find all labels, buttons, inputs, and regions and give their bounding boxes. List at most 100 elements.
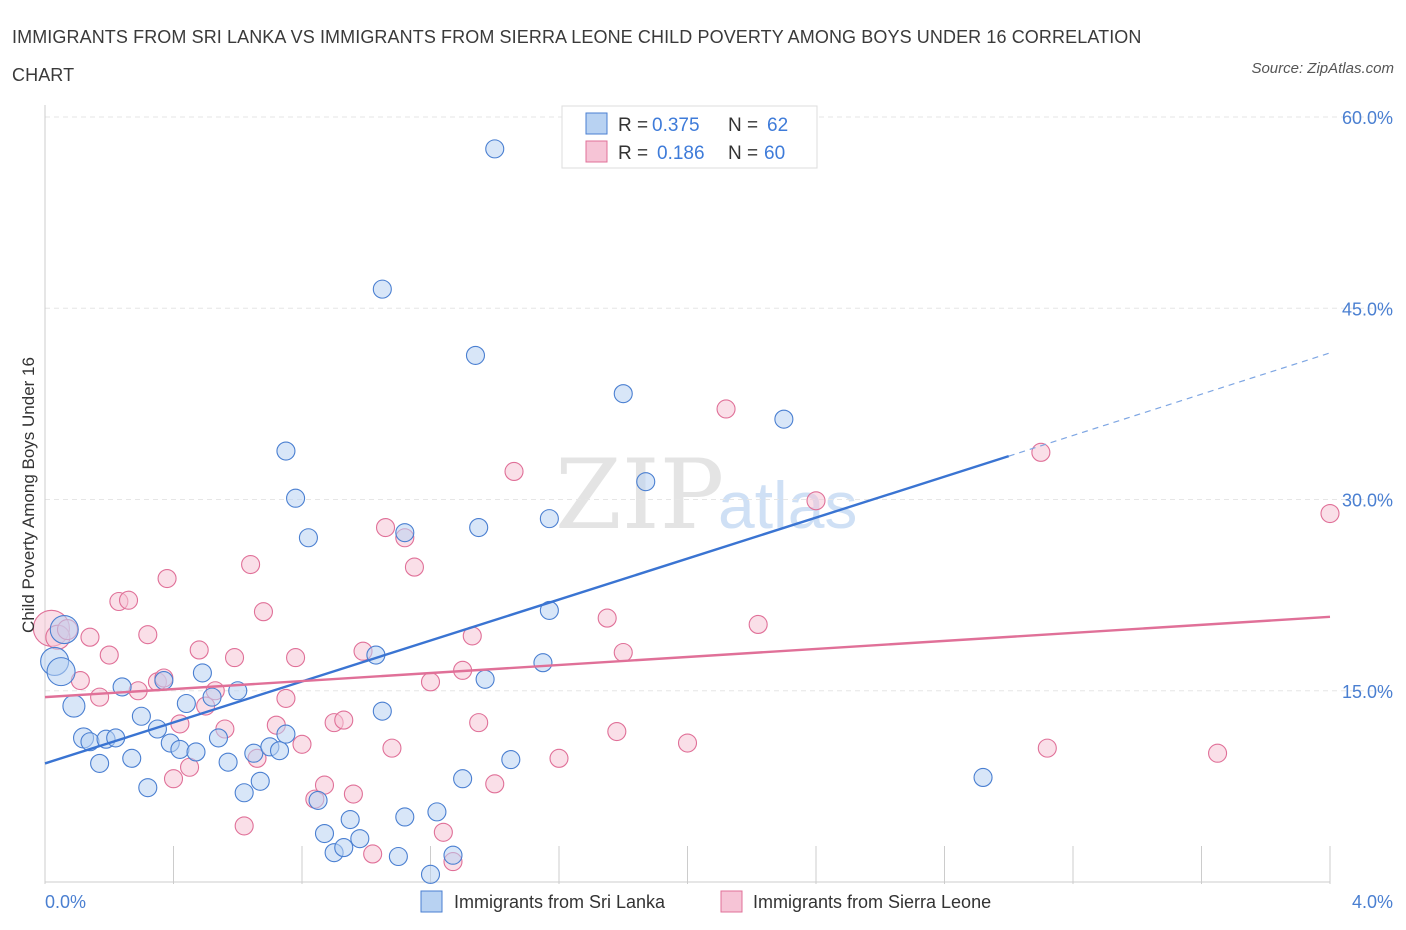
x-tick-label-min: 0.0% (45, 892, 86, 912)
sri-lanka-point-50 (475, 669, 495, 689)
sierra-leone-point-10 (138, 625, 158, 645)
sri-lanka-point-32 (308, 790, 328, 810)
sri-lanka-point-17 (186, 742, 206, 762)
bottom-legend-swatch-sierra-leone (720, 890, 743, 913)
sierra-leone-point-41 (420, 672, 441, 692)
sri-lanka-point-24 (244, 743, 264, 763)
sierra-leone-point-53 (677, 733, 698, 753)
sri-lanka-point-48 (465, 345, 486, 365)
sri-lanka-point-28 (276, 724, 296, 744)
sri-lanka-point-42 (395, 807, 415, 827)
sierra-leone-point-55 (748, 614, 768, 635)
sierra-leone-point-47 (485, 774, 505, 794)
source-credit: Source: ZipAtlas.com (1251, 60, 1394, 77)
legend-r-value-sri-lanka: 0.375 (652, 115, 700, 136)
sri-lanka-point-40 (372, 279, 392, 299)
y-tick-label-30: 30.0% (1342, 491, 1393, 511)
sri-lanka-point-51 (485, 139, 505, 159)
sierra-leone-point-57 (1031, 442, 1051, 462)
y-axis-label: Child Poverty Among Boys Under 16 (19, 357, 38, 633)
chart-title: IMMIGRANTS FROM SRI LANKA VS IMMIGRANTS … (12, 27, 1142, 85)
watermark-atlas: atlas (718, 468, 857, 542)
sri-lanka-point-35 (334, 838, 354, 858)
sierra-leone-point-29 (292, 734, 312, 754)
legend-r-value-sierra-leone: 0.186 (657, 143, 705, 164)
sri-lanka-point-10 (131, 706, 151, 726)
bottom-legend-label-sri-lanka: Immigrants from Sri Lanka (454, 892, 666, 912)
sri-lanka-point-46 (443, 845, 463, 865)
bottom-legend-label-sierra-leone: Immigrants from Sierra Leone (753, 892, 991, 912)
sri-lanka-point-61 (49, 614, 79, 645)
x-tick-label-max: 4.0% (1352, 892, 1393, 912)
sierra-leone-point-28 (286, 648, 306, 668)
sri-lanka-point-31 (298, 528, 318, 548)
sierra-leone-point-37 (375, 517, 396, 538)
sierra-leone-point-34 (343, 784, 363, 804)
sri-lanka-point-29 (276, 441, 296, 461)
sierra-leone-point-22 (234, 816, 254, 836)
sri-lanka-point-59 (774, 409, 794, 429)
sri-lanka-point-18 (192, 663, 212, 683)
sierra-leone-point-33 (334, 710, 354, 730)
legend-n-value-sierra-leone: 60 (764, 143, 785, 164)
sri-lanka-point-56 (613, 384, 633, 404)
sierra-leone-point-59 (1208, 743, 1228, 763)
sierra-leone-point-17 (189, 640, 209, 660)
sri-lanka-point-12 (147, 719, 167, 739)
sierra-leone-point-40 (404, 557, 424, 577)
sri-lanka-point-19 (202, 687, 222, 707)
sierra-leone-point-48 (504, 461, 524, 482)
sierra-leone-point-23 (241, 554, 261, 575)
trend-lines (44, 352, 1331, 765)
legend-n-label-sierra-leone: N = (728, 143, 758, 164)
sri-lanka-point-30 (286, 488, 306, 508)
sri-lanka-point-47 (453, 769, 473, 789)
axes (44, 105, 1331, 884)
sierra-leone-point-38 (382, 738, 402, 758)
sierra-leone-point-60 (1320, 503, 1340, 524)
sri-lanka-point-37 (350, 829, 370, 849)
y-tick-label-60: 60.0% (1342, 108, 1393, 128)
sierra-leone-point-27 (276, 688, 296, 708)
sri-lanka-point-33 (314, 823, 335, 844)
sri-lanka-point-11 (138, 778, 158, 798)
y-tick-labels: 15.0% 30.0% 45.0% 60.0% (1342, 108, 1393, 702)
sri-lanka-point-25 (250, 771, 270, 791)
sierra-leone-point-6 (99, 645, 119, 665)
sierra-leone-point-56 (806, 491, 826, 511)
legend-swatch-sri-lanka (585, 112, 608, 135)
sierra-leone-point-13 (157, 568, 177, 589)
sri-lanka-point-9 (122, 748, 142, 768)
sierra-leone-point-5 (90, 687, 110, 707)
series-sri-lanka-points (40, 122, 993, 884)
sierra-leone-point-46 (469, 713, 489, 733)
sri-lanka-point-57 (636, 472, 656, 492)
sri-lanka-point-2 (62, 694, 86, 718)
sri-lanka-point-49 (469, 517, 489, 538)
sierra-leone-point-36 (363, 844, 383, 864)
legend-box: R = 0.375 N = 62 R = 0.186 N = 60 (561, 105, 818, 169)
sri-lanka-point-60 (973, 767, 993, 788)
sri-lanka-point-27 (269, 741, 290, 761)
sierra-leone-point-21 (224, 648, 245, 668)
sri-lanka-point-54 (539, 509, 559, 529)
sri-lanka-point-43 (395, 523, 415, 543)
sierra-leone-point-50 (597, 608, 617, 628)
sierra-leone-point-49 (549, 748, 569, 768)
sierra-leone-point-51 (607, 721, 627, 742)
sierra-leone-point-25 (253, 602, 274, 622)
sri-lanka-point-5 (90, 753, 110, 773)
legend-swatch-sierra-leone (585, 140, 608, 163)
sri-lanka-point-21 (218, 752, 238, 772)
sierra-leone-point-14 (163, 769, 184, 789)
sierra-leone-point-58 (1037, 738, 1057, 758)
sri-lanka-point-36 (340, 809, 360, 830)
sierra-leone-point-52 (613, 642, 633, 663)
sri-lanka-point-53 (533, 653, 553, 673)
watermark-zip: ZIP (555, 439, 724, 551)
sri-lanka-point-16 (176, 693, 196, 714)
sierra-leone-point-8 (118, 590, 139, 610)
sierra-leone-point-4 (80, 627, 100, 647)
sri-lanka-point-20 (208, 728, 229, 748)
